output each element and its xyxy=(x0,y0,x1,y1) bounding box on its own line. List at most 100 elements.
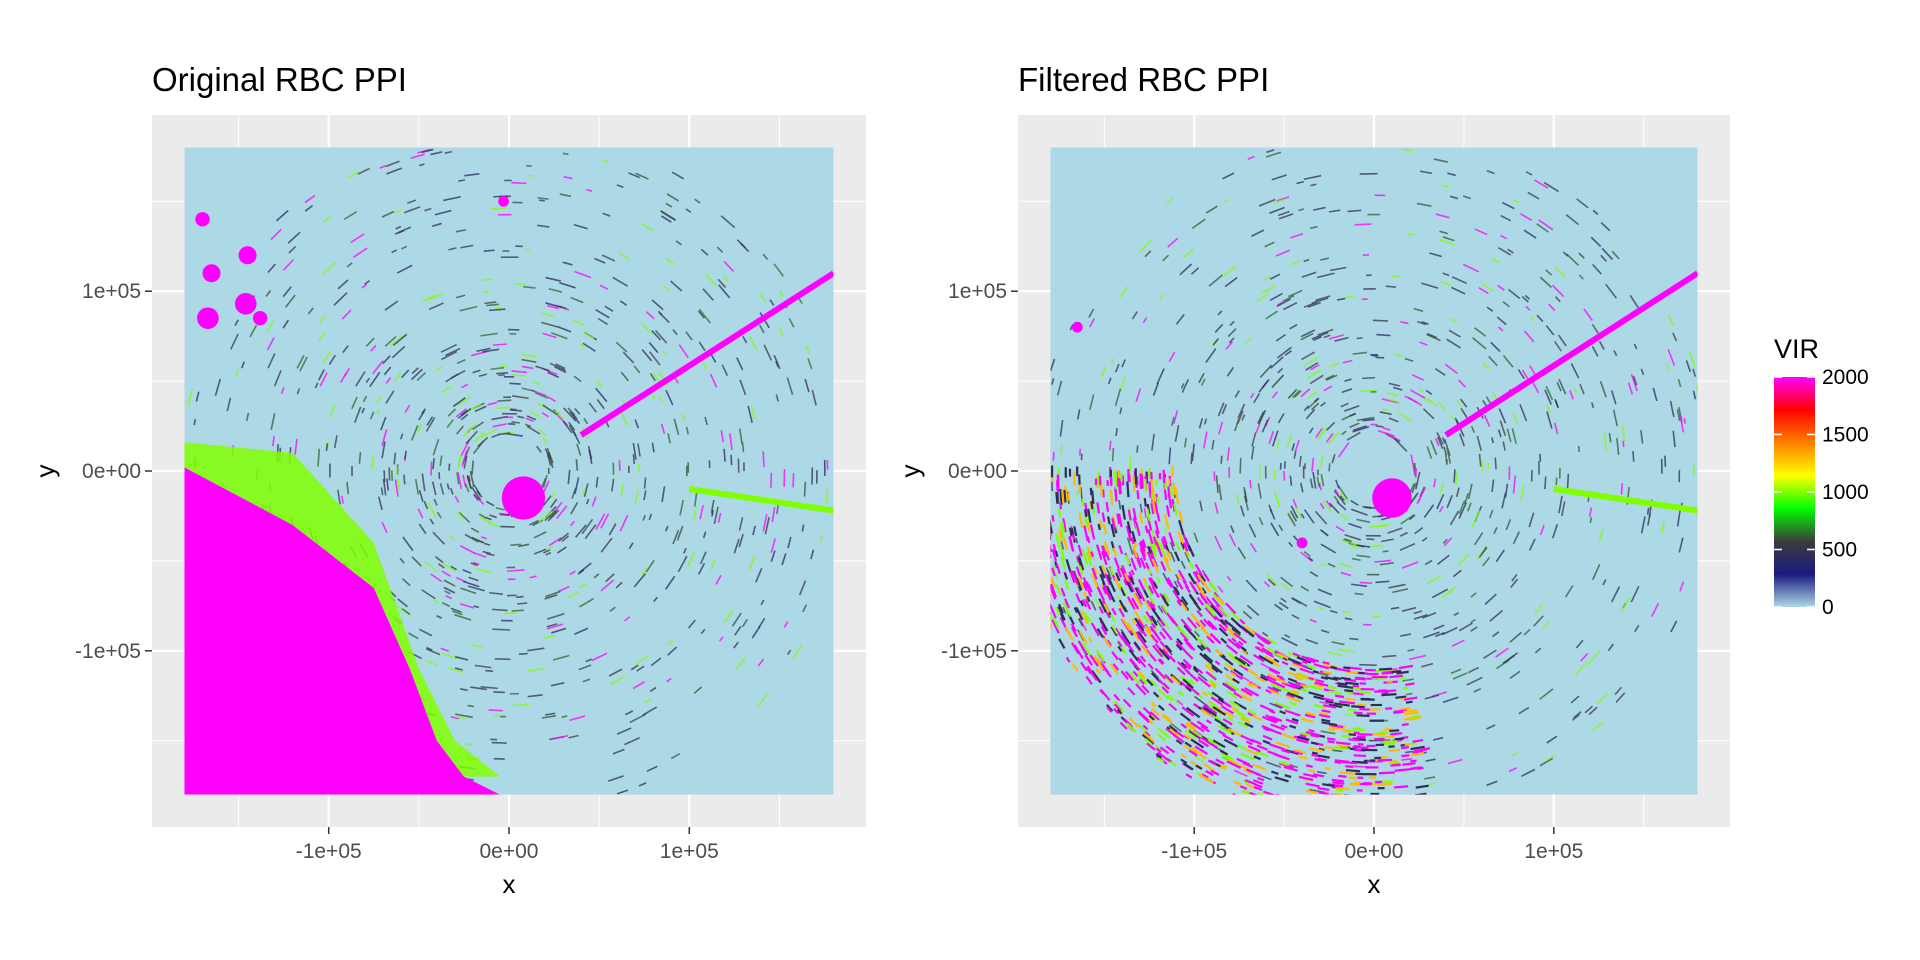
clutter-speckle xyxy=(433,599,440,604)
clutter-speckle xyxy=(730,454,733,466)
clutter-speckle xyxy=(1136,656,1147,668)
clutter-speckle xyxy=(1512,531,1520,545)
clutter-speckle xyxy=(1081,599,1088,608)
clutter-speckle xyxy=(705,273,718,287)
clutter-speckle xyxy=(1230,610,1241,621)
clutter-speckle xyxy=(526,415,537,421)
clutter-speckle xyxy=(1277,367,1284,374)
clutter-speckle xyxy=(1198,739,1210,748)
clutter-speckle xyxy=(1114,388,1122,407)
clutter-speckle xyxy=(1118,599,1127,613)
clutter-speckle xyxy=(1095,544,1103,560)
clutter-speckle xyxy=(1310,183,1317,187)
clutter-speckle xyxy=(397,479,401,491)
clutter-speckle xyxy=(1224,276,1238,288)
clutter-speckle xyxy=(763,344,773,361)
clutter-speckle xyxy=(1333,490,1346,506)
clutter-speckle xyxy=(1205,670,1217,681)
clutter-speckle xyxy=(1294,675,1304,681)
clutter-speckle xyxy=(395,225,402,230)
clutter-speckle xyxy=(770,538,777,553)
clutter-speckle xyxy=(1182,579,1190,589)
clutter-speckle xyxy=(1676,409,1681,421)
clutter-speckle xyxy=(486,552,495,557)
clutter-speckle xyxy=(443,586,456,594)
clutter-speckle xyxy=(1190,738,1205,749)
clutter-speckle xyxy=(1352,425,1370,433)
clutter-speckle xyxy=(1303,405,1310,412)
clutter-speckle xyxy=(1266,675,1277,682)
clutter-speckle xyxy=(1349,412,1357,417)
clutter-speckle xyxy=(270,413,276,430)
clutter-speckle xyxy=(1284,774,1292,779)
clutter-speckle xyxy=(1222,718,1233,726)
clutter-speckle xyxy=(1223,710,1235,719)
clutter-speckle xyxy=(632,443,637,460)
clutter-speckle xyxy=(1375,425,1384,428)
clutter-speckle xyxy=(1147,529,1154,545)
clutter-speckle xyxy=(1099,520,1103,529)
clutter-speckle xyxy=(1161,538,1167,550)
clutter-speckle xyxy=(460,439,471,457)
clutter-speckle xyxy=(1118,545,1124,555)
clutter-speckle xyxy=(1105,612,1111,619)
clutter-speckle xyxy=(1303,551,1311,557)
clutter-speckle xyxy=(1055,533,1061,548)
clutter-speckle xyxy=(1161,714,1173,724)
clutter-speckle xyxy=(760,599,765,606)
clutter-speckle xyxy=(569,411,581,424)
clutter-speckle xyxy=(1401,148,1414,152)
clutter-speckle xyxy=(579,597,594,608)
clutter-speckle xyxy=(1149,679,1158,688)
clutter-speckle xyxy=(467,704,474,708)
clutter-speckle xyxy=(1075,593,1082,603)
clutter-speckle xyxy=(1103,603,1110,613)
clutter-speckle xyxy=(542,634,556,640)
clutter-speckle xyxy=(1294,748,1307,755)
clutter-speckle xyxy=(734,625,742,636)
clutter-speckle xyxy=(787,536,792,549)
clutter-speckle xyxy=(432,531,446,545)
clutter-speckle xyxy=(546,454,552,466)
clutter-speckle xyxy=(460,383,469,389)
clutter-speckle xyxy=(602,212,611,217)
clutter-speckle xyxy=(607,775,624,782)
clutter-speckle xyxy=(1589,517,1593,524)
clutter-speckle xyxy=(1410,759,1417,763)
clutter-speckle xyxy=(633,365,641,374)
clutter-speckle xyxy=(1418,388,1425,393)
clutter-speckle xyxy=(1190,267,1200,275)
clutter-speckle xyxy=(1410,752,1425,757)
clutter-speckle xyxy=(1339,495,1345,502)
clutter-speckle xyxy=(1235,642,1243,649)
clutter-speckle xyxy=(721,364,729,377)
clutter-speckle xyxy=(1217,585,1224,594)
clutter-speckle xyxy=(678,344,689,358)
clutter-speckle xyxy=(1326,433,1334,443)
clutter-speckle xyxy=(411,368,423,381)
clutter-speckle xyxy=(1163,714,1173,723)
clutter-speckle xyxy=(1195,764,1203,770)
clutter-speckle xyxy=(266,320,275,333)
clutter-speckle xyxy=(447,408,457,417)
clutter-speckle xyxy=(1117,513,1123,528)
clutter-speckle xyxy=(1423,631,1440,639)
clutter-speckle xyxy=(1382,654,1397,658)
clutter-speckle xyxy=(723,448,726,462)
clutter-speckle xyxy=(457,407,472,419)
clutter-speckle xyxy=(1062,518,1067,533)
clutter-speckle xyxy=(394,209,402,214)
clutter-speckle xyxy=(1491,631,1500,638)
clutter-speckle xyxy=(535,365,550,372)
clutter-speckle xyxy=(1098,565,1106,579)
clutter-speckle xyxy=(460,244,474,249)
clutter-speckle xyxy=(472,369,481,374)
clutter-speckle xyxy=(562,152,569,156)
clutter-speckle xyxy=(521,365,534,370)
clutter-speckle xyxy=(1222,733,1234,742)
clutter-speckle xyxy=(1303,509,1315,524)
clutter-speckle xyxy=(1162,572,1168,581)
clutter-speckle xyxy=(1233,691,1243,699)
clutter-speckle xyxy=(265,290,272,297)
